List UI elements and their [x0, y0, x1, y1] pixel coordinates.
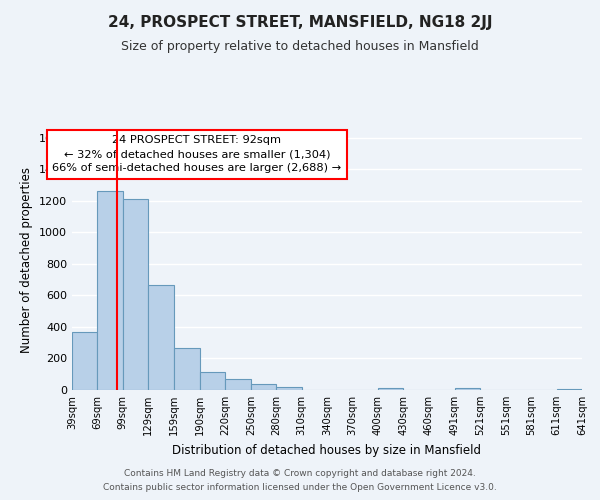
- Bar: [72, 332, 97, 390]
- Bar: [251, 384, 276, 390]
- X-axis label: Distribution of detached houses by size in Mansfield: Distribution of detached houses by size …: [173, 444, 482, 456]
- Bar: [97, 190, 123, 390]
- Bar: [226, 379, 251, 390]
- Text: Size of property relative to detached houses in Mansfield: Size of property relative to detached ho…: [121, 40, 479, 53]
- Bar: [455, 388, 481, 390]
- Text: Contains public sector information licensed under the Open Government Licence v3: Contains public sector information licen…: [103, 484, 497, 492]
- Y-axis label: Number of detached properties: Number of detached properties: [20, 167, 34, 353]
- Text: 24 PROSPECT STREET: 92sqm
← 32% of detached houses are smaller (1,304)
66% of se: 24 PROSPECT STREET: 92sqm ← 32% of detac…: [52, 135, 341, 173]
- Bar: [378, 388, 403, 390]
- Text: 24, PROSPECT STREET, MANSFIELD, NG18 2JJ: 24, PROSPECT STREET, MANSFIELD, NG18 2JJ: [108, 15, 492, 30]
- Bar: [148, 285, 173, 390]
- Bar: [200, 372, 226, 390]
- Text: Contains HM Land Registry data © Crown copyright and database right 2024.: Contains HM Land Registry data © Crown c…: [124, 468, 476, 477]
- Bar: [123, 198, 148, 390]
- Bar: [173, 348, 200, 390]
- Bar: [557, 389, 582, 390]
- Bar: [276, 387, 302, 390]
